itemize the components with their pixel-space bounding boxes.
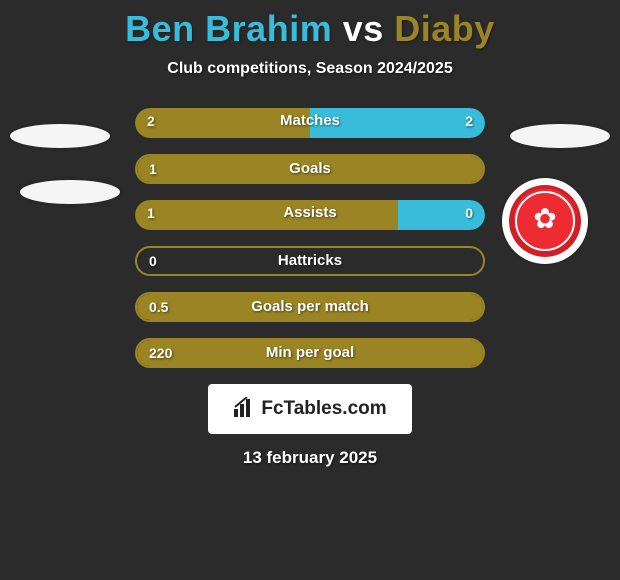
stat-row: 10Assists — [135, 200, 485, 230]
stat-label: Goals per match — [137, 294, 483, 320]
club-badge-inner — [509, 185, 581, 257]
branding-text: FcTables.com — [261, 398, 386, 420]
comparison-card: Ben Brahim vs Diaby Club competitions, S… — [0, 0, 620, 580]
title-player2: Diaby — [394, 8, 495, 49]
thistle-icon — [529, 205, 561, 237]
footer-date: 13 february 2025 — [0, 448, 620, 468]
stat-label: Matches — [135, 108, 485, 138]
stat-label: Assists — [135, 200, 485, 230]
player1-club-placeholder — [20, 180, 120, 204]
stat-label: Goals — [137, 156, 483, 182]
stat-label: Min per goal — [137, 340, 483, 366]
stat-bars: 22Matches 1Goals 10Assists 0Hattricks 0.5Goa… — [135, 108, 485, 368]
branding-chart-icon — [233, 397, 255, 422]
stat-row: 22Matches — [135, 108, 485, 138]
player2-avatar-placeholder — [510, 124, 610, 148]
player1-avatar-placeholder — [10, 124, 110, 148]
page-title: Ben Brahim vs Diaby — [0, 8, 620, 50]
stat-row: 1Goals — [135, 154, 485, 184]
title-player1: Ben Brahim — [125, 8, 332, 49]
stat-label: Hattricks — [137, 248, 483, 274]
stat-row: 0.5Goals per match — [135, 292, 485, 322]
branding-box: FcTables.com — [208, 384, 412, 434]
stat-row: 0Hattricks — [135, 246, 485, 276]
title-vs: vs — [343, 8, 384, 49]
player2-club-badge — [502, 178, 588, 264]
subtitle: Club competitions, Season 2024/2025 — [0, 60, 620, 78]
stat-row: 220Min per goal — [135, 338, 485, 368]
